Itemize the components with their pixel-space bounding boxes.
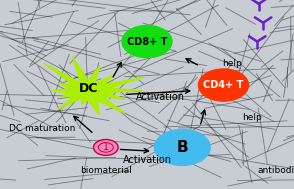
Text: DC: DC: [78, 82, 98, 95]
Text: DC maturation: DC maturation: [9, 124, 75, 133]
Circle shape: [154, 129, 210, 165]
Circle shape: [198, 69, 248, 101]
Text: 1: 1: [103, 143, 109, 152]
Circle shape: [93, 139, 118, 155]
Text: biomaterial: biomaterial: [80, 166, 132, 175]
Text: help: help: [243, 113, 262, 122]
Polygon shape: [44, 57, 144, 115]
Text: Activation: Activation: [123, 155, 171, 165]
Text: antibodies: antibodies: [257, 166, 294, 175]
Text: Activation: Activation: [136, 92, 185, 102]
Circle shape: [122, 26, 172, 58]
Text: B: B: [176, 140, 188, 155]
Text: CD4+ T: CD4+ T: [203, 80, 243, 90]
Text: help: help: [222, 59, 242, 68]
Text: CD8+ T: CD8+ T: [127, 37, 167, 46]
